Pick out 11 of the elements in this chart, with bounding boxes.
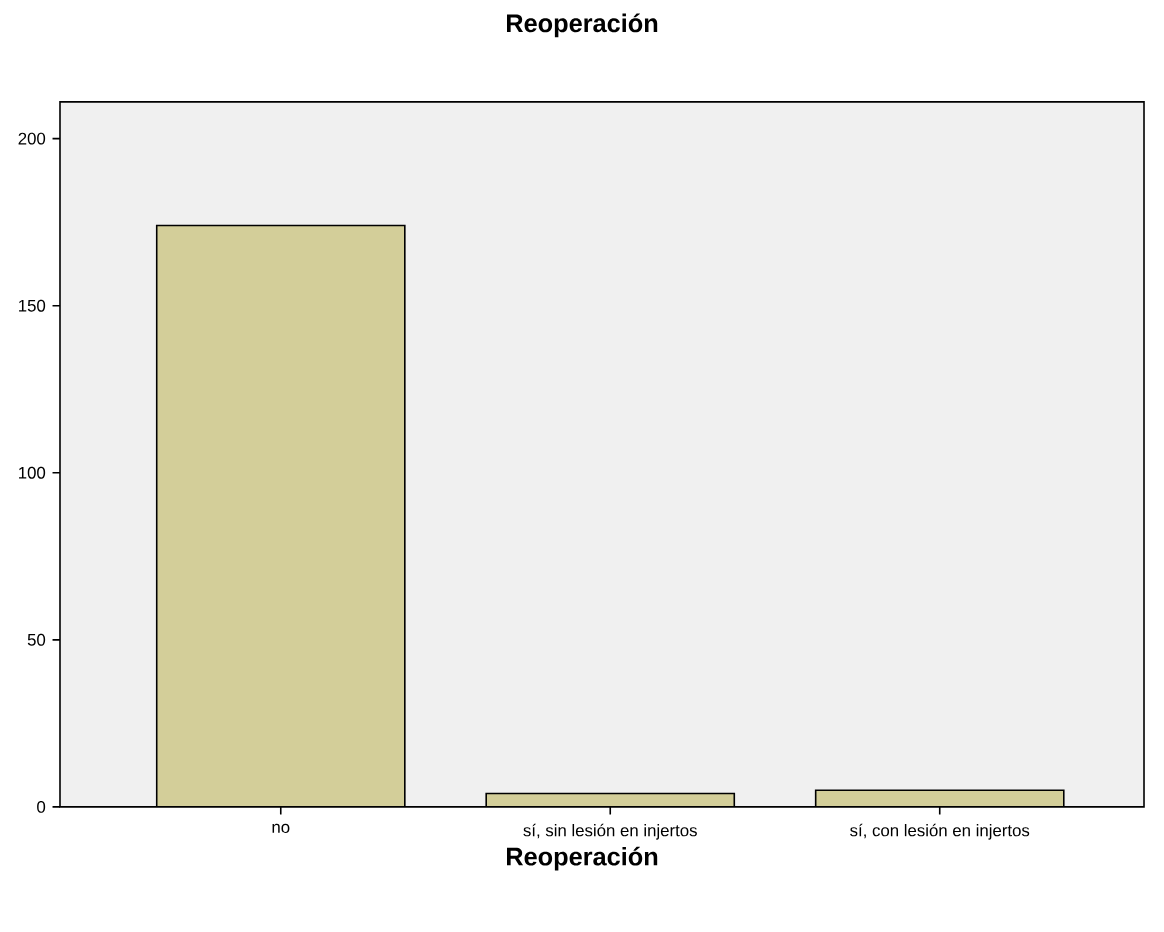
y-tick-label: 150 [19, 299, 46, 312]
bar [156, 225, 405, 807]
x-axis-title: Reoperación [507, 846, 658, 871]
x-tick-label: sí, sin lesión en injertos [523, 823, 697, 840]
chart-title: Reoperación [507, 13, 658, 38]
y-tick-label: 50 [27, 633, 46, 646]
y-tick-label: 0 [37, 800, 46, 813]
x-tick-label: sí, con lesión en injertos [850, 823, 1030, 840]
y-tick-label: 200 [18, 132, 46, 145]
x-tick-label: no [272, 823, 290, 834]
y-tick-label: 100 [19, 466, 46, 479]
